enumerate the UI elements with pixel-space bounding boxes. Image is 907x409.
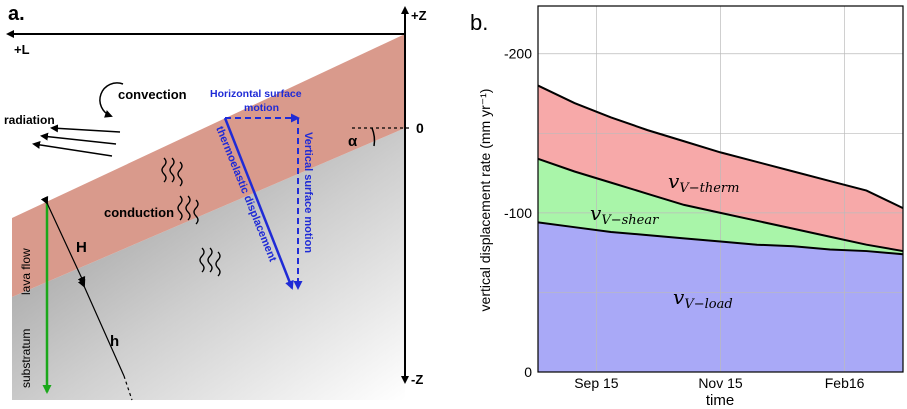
- x-ticks: Sep 15 Nov 15 Feb16: [574, 375, 864, 391]
- minus-z-label: -Z: [411, 372, 423, 387]
- line-v-load: [537, 221, 904, 256]
- area-v-shear: [538, 158, 903, 255]
- y-tick-label: -200: [504, 46, 532, 62]
- h-label: h: [110, 333, 119, 350]
- radiation-label: radiation: [4, 113, 55, 127]
- panel-a: a. +Z -Z +L 0 α convection radiation con…: [4, 3, 427, 401]
- y-ticks: -200 -100 0: [504, 46, 532, 380]
- x-tick-label: Sep 15: [574, 375, 619, 391]
- chart-grid: [538, 6, 903, 372]
- thermoelastic-arrow: [223, 117, 294, 290]
- convection-icon: [99, 82, 124, 118]
- line-v-shear: [537, 157, 904, 253]
- vertical-motion-label: Vertical surface motion: [302, 132, 314, 253]
- lava-flow-label: lava flow: [19, 248, 33, 295]
- chart-lines: [537, 84, 904, 256]
- h-depth-line: [77, 278, 125, 377]
- alpha-label: α: [348, 133, 358, 150]
- radiation-arrows: [32, 124, 121, 157]
- H-thickness-arrow: [40, 195, 86, 285]
- substratum-layer: [12, 128, 405, 400]
- plus-l-label: +L: [14, 42, 30, 57]
- y-tick-label: 0: [524, 364, 532, 380]
- plot-frame: [537, 5, 904, 373]
- horizontal-motion-label-1: Horizontal surface: [210, 88, 302, 100]
- panel-a-label: a.: [8, 3, 25, 25]
- y-axis-label: vertical displacement rate (mm yr⁻¹): [477, 89, 493, 312]
- x-tick-label: Feb16: [825, 375, 865, 391]
- panel-b-label: b.: [470, 10, 488, 35]
- x-axis-label: time: [706, 392, 734, 409]
- substratum-label: substratum: [19, 329, 33, 388]
- y-tick-label: -100: [504, 205, 532, 221]
- zero-label: 0: [416, 120, 424, 136]
- horizontal-motion-label-2: motion: [244, 102, 279, 114]
- lava-flow-layer: [12, 34, 405, 297]
- convection-label: convection: [118, 87, 187, 102]
- x-tick-label: Nov 15: [698, 375, 743, 391]
- alpha-arc: [371, 127, 376, 147]
- line-v-therm: [537, 84, 904, 209]
- plus-z-label: +Z: [411, 8, 427, 23]
- h-depth-line-tail: [123, 375, 133, 401]
- conduction-squiggle-icons: [161, 157, 221, 277]
- H-label: H: [76, 239, 87, 256]
- conduction-label: conduction: [104, 205, 174, 220]
